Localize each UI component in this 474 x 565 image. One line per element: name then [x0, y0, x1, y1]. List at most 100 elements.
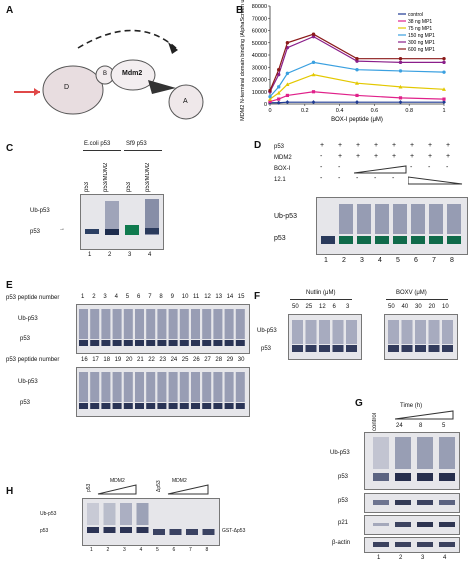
h-mdm2-label-1: MDM2 [110, 478, 125, 484]
d-treatment-mark: + [356, 142, 361, 149]
d-row-label: BOX-I [274, 166, 291, 172]
g-blot-actin [364, 537, 460, 553]
e-ub-smear [79, 372, 88, 402]
d-p53-band [393, 236, 407, 244]
e-peptide-number: 10 [181, 294, 189, 300]
e-ub-smear [191, 309, 200, 339]
data-point [276, 90, 281, 95]
legend-entry: 300 ng MP1 [408, 40, 435, 46]
h-lane-number: 6 [172, 547, 176, 553]
data-point [268, 94, 272, 99]
d-lane-numbers: 1 2 3 4 5 6 7 8 [316, 257, 466, 267]
g-control-label: control [372, 412, 378, 431]
e-p53-band [157, 340, 167, 346]
e-blot-2 [76, 367, 250, 417]
e-ub-smear [101, 309, 111, 339]
d-treatment-table: p53 + + + + + + + + MDM2 - + + + + + + + BOX-I - - - - - 12.1 - - -… [274, 142, 470, 194]
h-ub-label: Ub-p53 [40, 511, 57, 517]
g-lane-number: 1 [377, 555, 381, 561]
g-blot-p21 [364, 515, 460, 535]
panel-g-letter: G [355, 398, 363, 409]
d-treatment-mark: - [392, 175, 395, 182]
c-lane-number: 1 [88, 252, 92, 258]
e-p53-band [179, 403, 189, 409]
e-peptide-number: 30 [237, 357, 245, 363]
d-p53-band [411, 236, 425, 244]
d-ub-smear [411, 204, 425, 234]
data-point [442, 70, 446, 74]
panel-h-letter: H [6, 486, 14, 497]
d-p53-label: p53 [274, 235, 286, 242]
e-p53-band [224, 403, 234, 409]
g-row-actin: β-actin [332, 540, 351, 546]
c-lane-number: 3 [128, 252, 132, 258]
data-point [442, 87, 446, 91]
g-row-p21: p21 [338, 520, 349, 526]
d-treatment-mark: + [374, 153, 379, 160]
h-p53-band [103, 527, 116, 533]
d-ub-smear [375, 204, 389, 234]
y-tick-label: 70000 [252, 16, 267, 22]
e-ub-smear [135, 372, 144, 402]
d-treatment-mark: + [428, 142, 433, 149]
d-treatment-mark: - [320, 153, 323, 160]
e-p53-band [79, 403, 88, 409]
f-ub-smear [388, 320, 399, 344]
e-peptide-number: 17 [92, 357, 99, 363]
e-p53-band [235, 340, 245, 346]
e-p53-band [112, 403, 122, 409]
h-gst-band [153, 529, 165, 535]
f-p53-label: p53 [261, 346, 272, 352]
data-point [398, 96, 403, 100]
e-peptide-number: 26 [193, 357, 200, 363]
binding-chart: 0 10000 20000 30000 40000 50000 60000 70000 8000… [240, 0, 446, 123]
e-ub-smear [224, 372, 234, 402]
f-ub-smear [415, 320, 426, 344]
e-peptide-number: 1 [81, 294, 85, 300]
f-p53-band [319, 345, 330, 352]
e-peptide-numbers-2: 16 17 18 19 20 21 22 23 24 25 26 27 28 29 30 [78, 357, 246, 365]
e-peptide-number: 19 [114, 357, 122, 363]
d-treatment-mark: - [446, 164, 449, 171]
d-treatment-mark: + [446, 153, 451, 160]
d-treatment-mark: + [320, 142, 325, 149]
data-point [398, 100, 403, 105]
e-ub-smear [235, 372, 245, 402]
f-concentration: 10 [442, 304, 449, 310]
e-peptide-number: 5 [125, 294, 130, 300]
d-row-label: MDM2 [274, 155, 292, 161]
d-lane-number: 8 [450, 257, 454, 264]
c-p53-label: p53 [30, 229, 41, 235]
e-peptide-number: 25 [181, 357, 189, 363]
e-peptide-number: 16 [81, 357, 88, 363]
e-p53-band [168, 403, 178, 409]
d-row-label: 12.1 [274, 177, 286, 183]
d-121-wedge [408, 176, 463, 185]
e-ub-smear [112, 372, 122, 402]
h-lane-numbers: 1 2 3 4 5 6 7 8 [82, 547, 218, 555]
y-tick-label: 80000 [252, 4, 267, 10]
f-ub-smear [292, 320, 303, 344]
f-p53-band [346, 345, 357, 352]
g-p53-band [417, 473, 433, 481]
d-treatment-mark: + [374, 142, 379, 149]
data-point [285, 71, 290, 76]
f-boxv-title: BOXV (μM) [396, 290, 427, 296]
d-lane-number: 5 [396, 257, 400, 264]
data-point [442, 56, 446, 61]
f-concentration: 20 [428, 304, 436, 310]
e-p53-band [235, 403, 245, 409]
data-point [398, 60, 403, 65]
data-point [355, 56, 359, 61]
g-lane-number: 4 [443, 555, 447, 561]
d-p53-band [357, 236, 371, 244]
h-blot [82, 498, 220, 546]
f-nutlin-title: Nutlin (μM) [306, 290, 336, 296]
f-ub-smear [319, 320, 330, 344]
x-tick-label: 0.8 [405, 108, 413, 114]
y-tick-label: 60000 [252, 29, 267, 35]
h-p53-band [120, 527, 132, 533]
d-treatment-mark: - [410, 164, 413, 171]
d-ub-smear [357, 204, 371, 234]
h-mdm2-label-2: MDM2 [172, 478, 187, 484]
